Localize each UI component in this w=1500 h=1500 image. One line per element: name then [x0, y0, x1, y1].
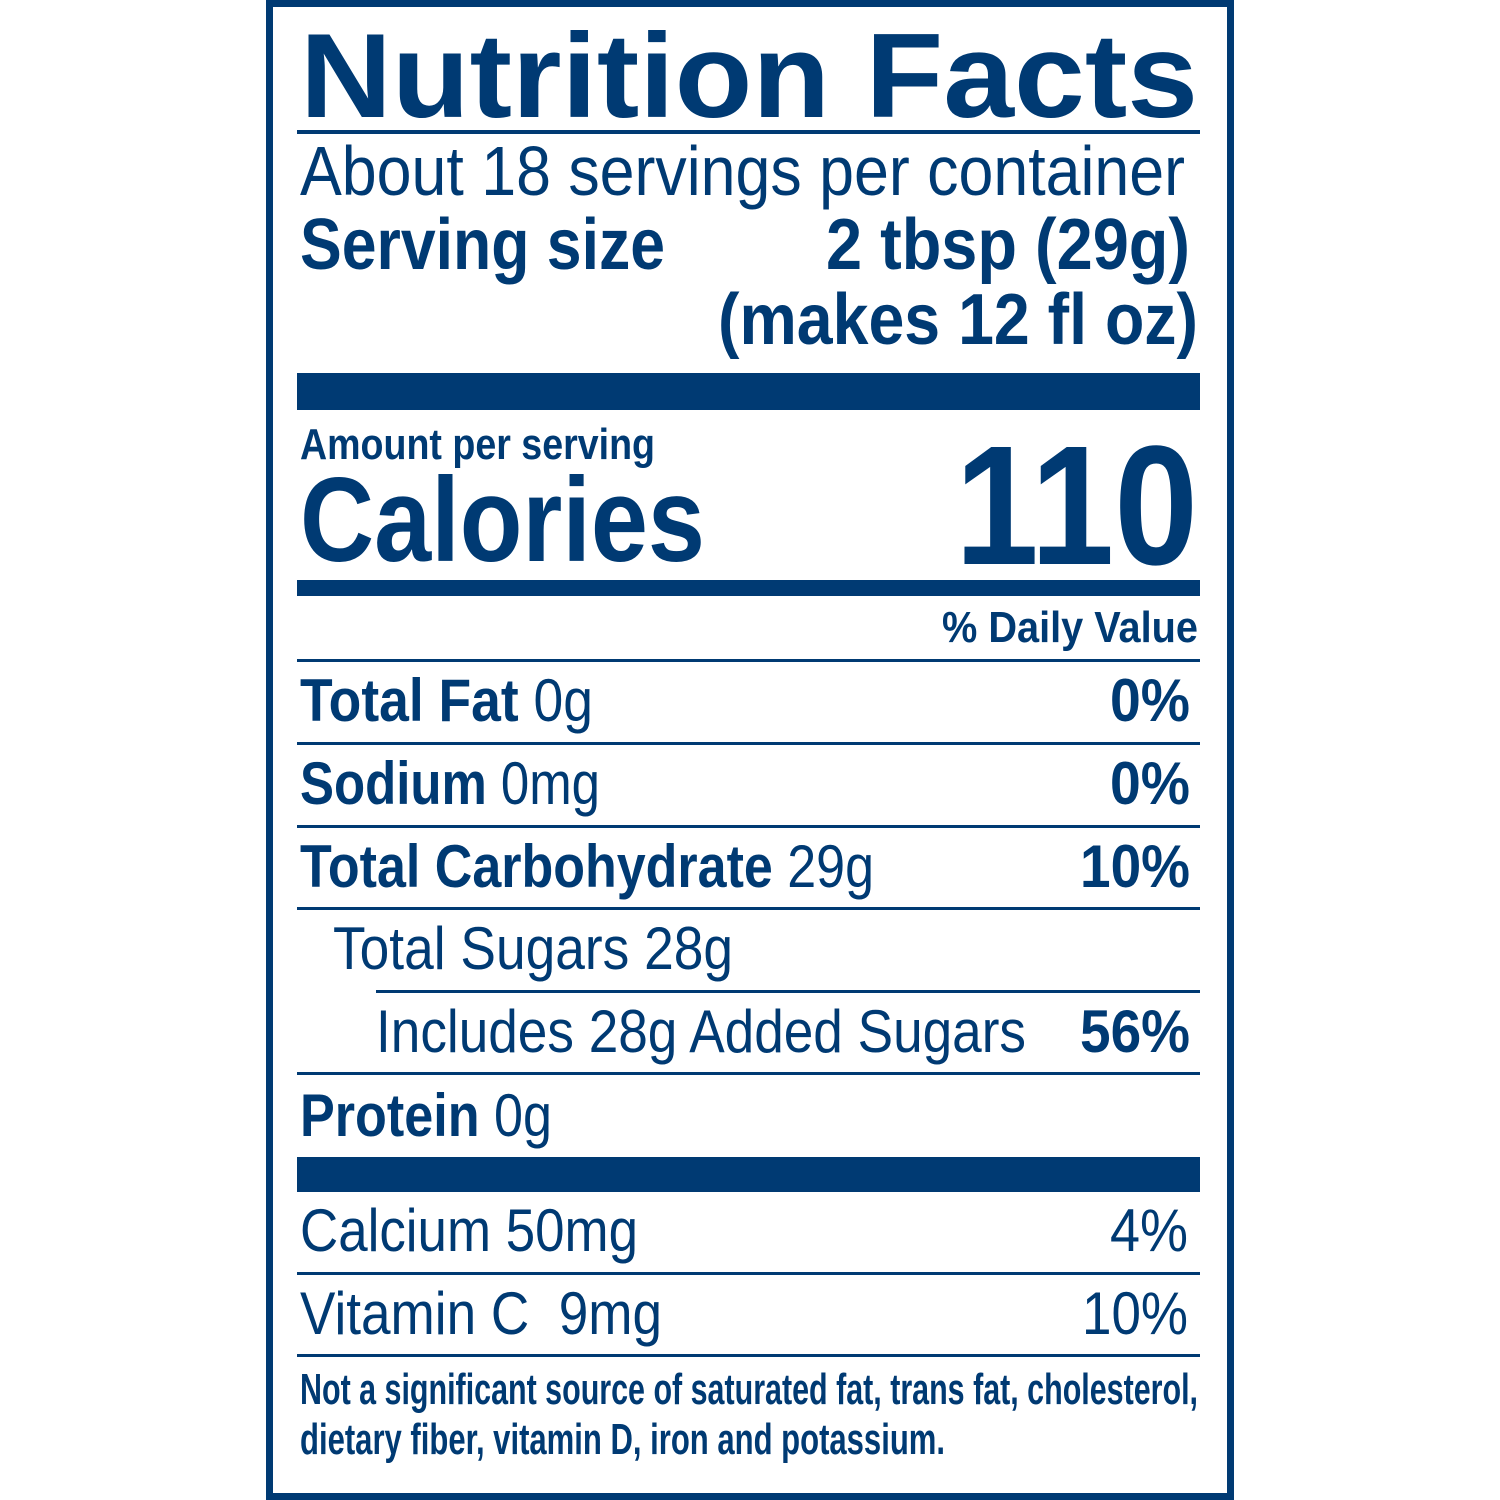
nutrient-row-sodium: Sodium 0mg	[300, 754, 600, 814]
nutrient-row-total-carbohydrate: Total Carbohydrate 29g	[300, 837, 874, 897]
nutrient-amount: 0g	[533, 667, 593, 735]
nutrient-amount: 0mg	[500, 750, 600, 818]
divider	[297, 742, 1200, 745]
nutrient-name: Sodium	[300, 750, 487, 818]
nutrient-name: Total Carbohydrate	[300, 833, 773, 901]
serving-size-note: (makes 12 fl oz)	[718, 280, 1198, 361]
vitamin-row-calcium: Calcium 50mg	[300, 1197, 638, 1265]
footnote: dietary fiber, vitamin D, iron and potas…	[300, 1414, 945, 1464]
footnote: Not a significant source of saturated fa…	[300, 1364, 1198, 1414]
nutrient-row-added-sugars: Includes 28g Added Sugars	[376, 998, 1026, 1066]
divider	[297, 1354, 1200, 1357]
nutrient-row-total-sugars: Total Sugars 28g	[333, 915, 733, 983]
nutrient-dv: 0%	[1110, 750, 1190, 818]
nutrient-name: Protein	[300, 1082, 480, 1150]
nutrient-name: Total Fat	[300, 667, 519, 735]
daily-value-header: % Daily Value	[942, 602, 1198, 652]
serving-size-value: 2 tbsp (29g)	[826, 205, 1190, 286]
calories-label: Calories	[300, 453, 705, 588]
vitamin-row-vitamin-c: Vitamin C 9mg	[300, 1280, 662, 1348]
nutrient-row-total-fat: Total Fat 0g	[300, 671, 593, 731]
calories-value: 110	[955, 411, 1198, 601]
nutrient-amount: 29g	[787, 833, 874, 901]
serving-size-label: Serving size	[300, 205, 665, 286]
medium-divider	[297, 580, 1200, 596]
divider	[297, 825, 1200, 828]
divider	[297, 130, 1200, 134]
amount-per-serving: Amount per serving	[300, 419, 655, 469]
nutrient-dv: 10%	[1080, 833, 1190, 901]
vitamin-dv: 10%	[1082, 1280, 1188, 1348]
nutrient-amount: 0g	[494, 1082, 552, 1150]
thick-divider	[297, 1157, 1200, 1192]
label-border	[266, 0, 1234, 1500]
divider	[376, 990, 1200, 993]
vitamin-dv: 4%	[1110, 1197, 1188, 1265]
nutrient-dv: 56%	[1080, 998, 1190, 1066]
nutrient-dv: 0%	[1110, 667, 1190, 735]
divider	[297, 907, 1200, 910]
divider	[297, 659, 1200, 662]
nutrient-row-protein: Protein 0g	[300, 1086, 552, 1146]
servings-per-container: About 18 servings per container	[300, 131, 1185, 210]
divider	[297, 1072, 1200, 1075]
thick-divider	[297, 373, 1200, 410]
divider	[297, 1272, 1200, 1275]
label-title: Nutrition Facts	[300, 9, 1198, 144]
